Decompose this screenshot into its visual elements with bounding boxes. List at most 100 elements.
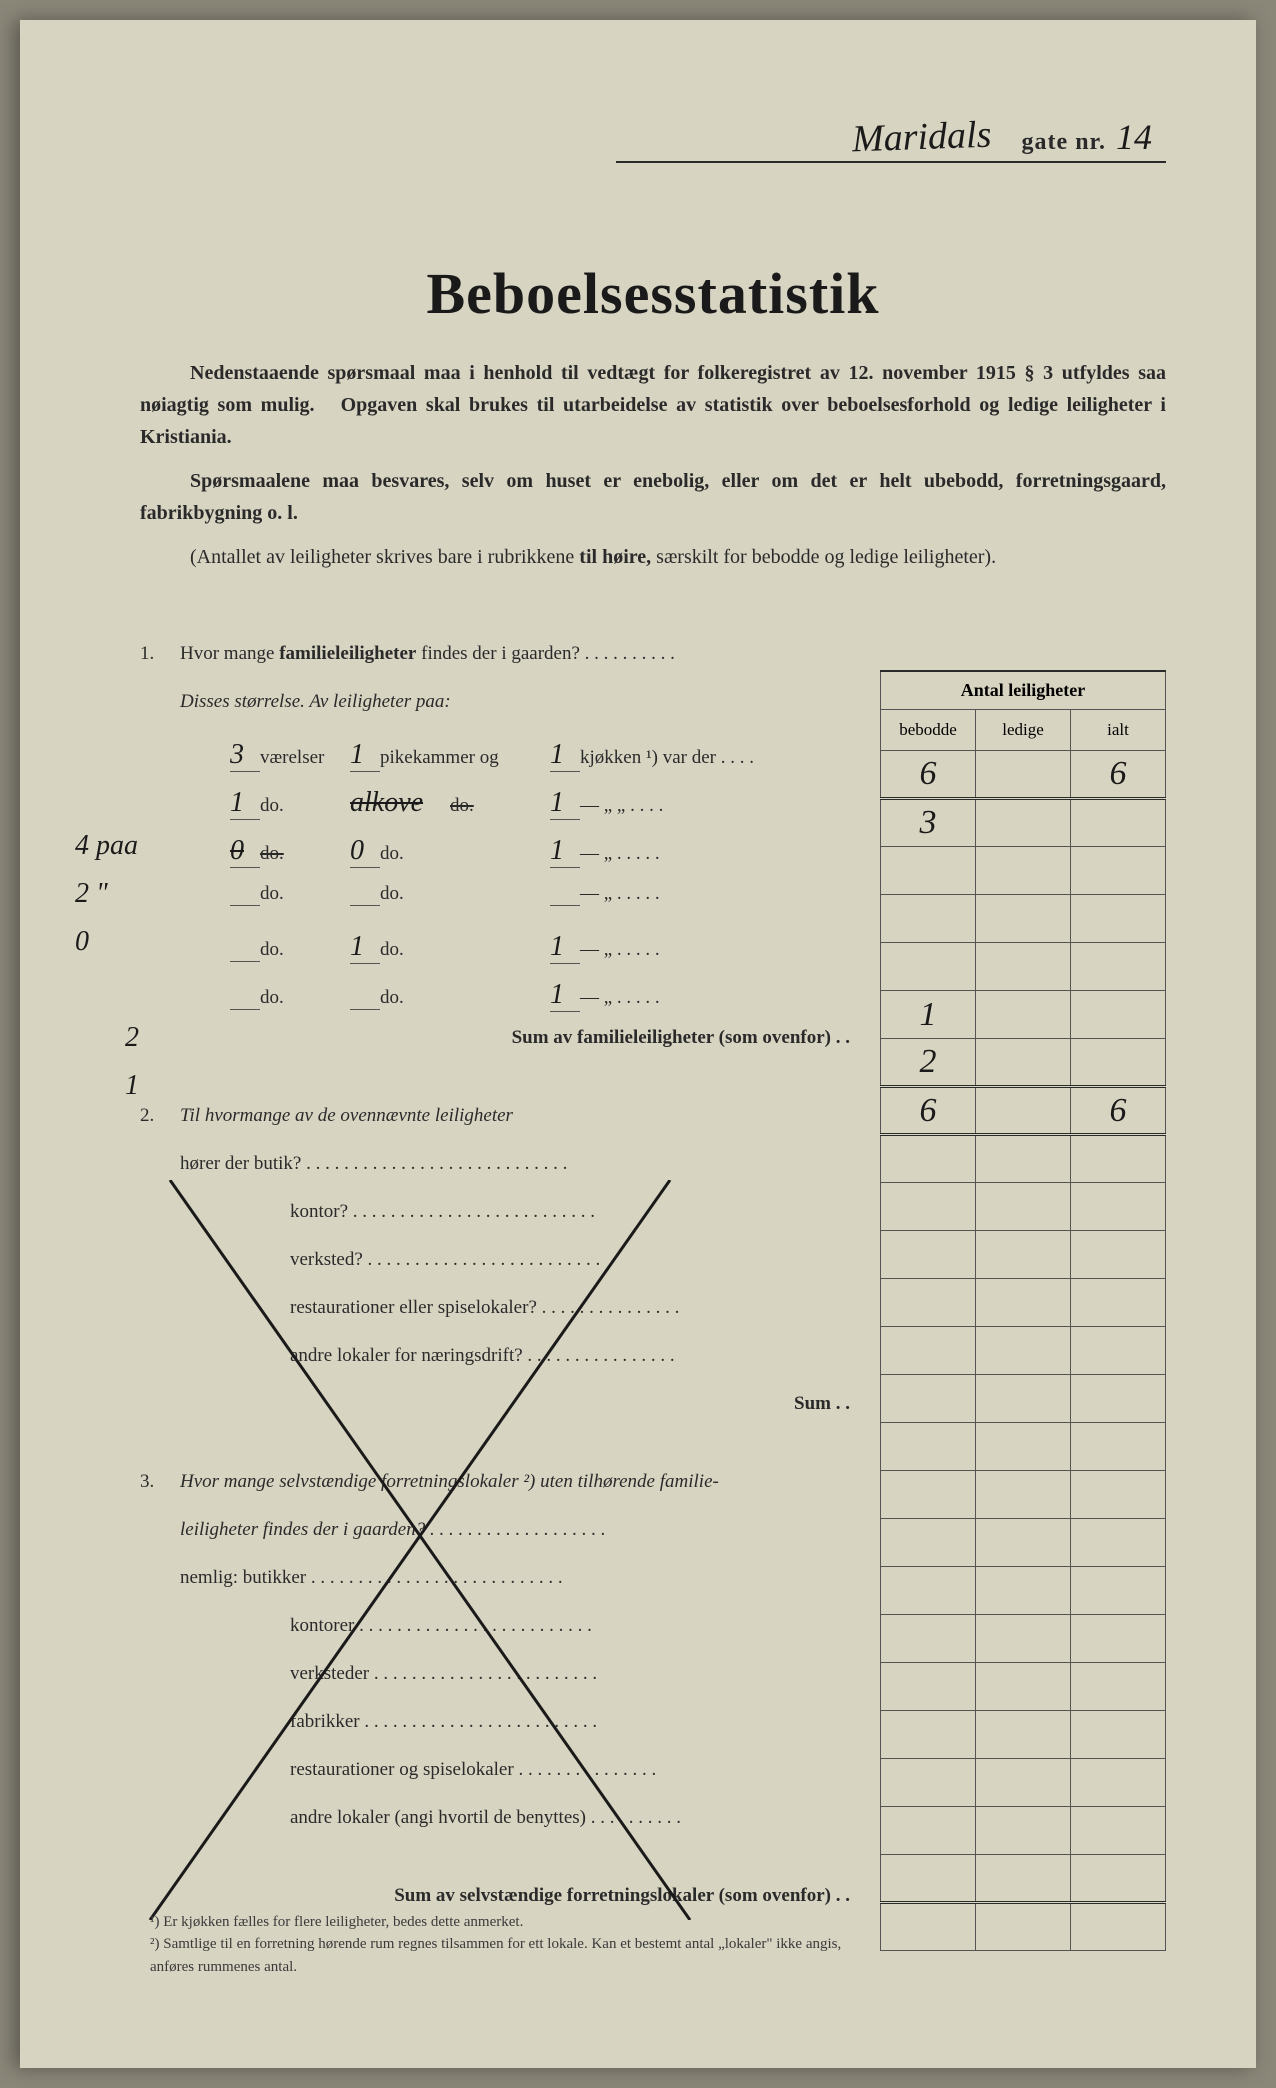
cell xyxy=(881,1519,976,1567)
footnotes: ¹) Er kjøkken fælles for flere leilighet… xyxy=(150,1911,850,1979)
q3: 3. Hvor mange selvstændige forretningslo… xyxy=(140,1471,860,1519)
cell xyxy=(881,1279,976,1327)
cell xyxy=(881,1567,976,1615)
cell xyxy=(881,1327,976,1375)
cell xyxy=(976,1423,1071,1471)
cell xyxy=(976,1519,1071,1567)
margin-note: 2 " xyxy=(75,878,108,910)
q3-line: nemlig: butikker . . . . . . . . . . . .… xyxy=(140,1567,860,1615)
cell xyxy=(1071,1471,1166,1519)
col-ledige: ledige xyxy=(976,710,1071,751)
cell xyxy=(1071,991,1166,1039)
cell xyxy=(976,1183,1071,1231)
cell: 6 xyxy=(1071,1087,1166,1135)
q3-line: andre lokaler (angi hvortil de benyttes)… xyxy=(140,1807,860,1855)
intro-p3: (Antallet av leiligheter skrives bare i … xyxy=(140,541,1166,573)
cell xyxy=(1071,1423,1166,1471)
cell xyxy=(976,1375,1071,1423)
cell xyxy=(881,1183,976,1231)
tally-header: Antal leiligheter xyxy=(881,671,1166,710)
cell xyxy=(1071,1375,1166,1423)
cell xyxy=(976,1807,1071,1855)
q3-line: verksteder . . . . . . . . . . . . . . .… xyxy=(140,1663,860,1711)
cell xyxy=(1071,1279,1166,1327)
cell xyxy=(976,1663,1071,1711)
q1-line: do. do. 1 — „ . . . . . xyxy=(140,979,860,1027)
cell xyxy=(881,1759,976,1807)
cell xyxy=(976,1567,1071,1615)
cell xyxy=(976,1327,1071,1375)
intro-p2-text: Spørsmaalene maa besvares, selv om huset… xyxy=(140,470,1166,524)
cell xyxy=(1071,1039,1166,1087)
q1-line: do. 1 do. 1 — „ . . . . . xyxy=(140,931,860,979)
cell xyxy=(1071,1231,1166,1279)
cell xyxy=(976,799,1071,847)
q1-line: do. do. — „ . . . . . xyxy=(140,883,860,931)
cell xyxy=(976,943,1071,991)
q2-line: verksted? . . . . . . . . . . . . . . . … xyxy=(140,1249,860,1297)
cell xyxy=(976,1471,1071,1519)
street-name: Maridals xyxy=(851,113,992,162)
cell: 6 xyxy=(881,751,976,799)
q1: 1. Hvor mange familieleiligheter findes … xyxy=(140,643,860,691)
cell xyxy=(1071,1327,1166,1375)
cell xyxy=(976,1855,1071,1903)
cell xyxy=(881,895,976,943)
intro-p3c: særskilt for bebodde og ledige leilighet… xyxy=(656,546,996,568)
cell xyxy=(1071,1807,1166,1855)
cell xyxy=(1071,1519,1166,1567)
cell xyxy=(1071,1759,1166,1807)
cell xyxy=(1071,895,1166,943)
cell xyxy=(1071,1135,1166,1183)
cell: 6 xyxy=(1071,751,1166,799)
cell xyxy=(1071,1615,1166,1663)
margin-note: 0 xyxy=(75,926,89,958)
q3-text: Hvor mange selvstændige forretningslokal… xyxy=(180,1471,860,1493)
footnote-1: ¹) Er kjøkken fælles for flere leilighet… xyxy=(150,1911,850,1934)
q1-sub: Disses størrelse. Av leiligheter paa: xyxy=(140,691,860,739)
header-address-line: Maridals gate nr. 14 xyxy=(616,115,1166,163)
q3-line: fabrikker . . . . . . . . . . . . . . . … xyxy=(140,1711,860,1759)
cell xyxy=(976,1087,1071,1135)
cell xyxy=(1071,1903,1166,1951)
cell xyxy=(976,751,1071,799)
q1-num: 1. xyxy=(140,643,180,665)
cell xyxy=(1071,1183,1166,1231)
cell xyxy=(976,1039,1071,1087)
cell xyxy=(881,1711,976,1759)
intro-p3b: til høire, xyxy=(579,546,651,568)
cell xyxy=(881,943,976,991)
cell xyxy=(881,1663,976,1711)
cell xyxy=(881,1855,976,1903)
cell xyxy=(976,847,1071,895)
margin-note: 1 xyxy=(125,1070,139,1102)
cell xyxy=(1071,1711,1166,1759)
cell xyxy=(1071,847,1166,895)
margin-note: 2 xyxy=(125,1022,139,1054)
cell xyxy=(1071,799,1166,847)
q1-text: Hvor mange familieleiligheter findes der… xyxy=(180,643,860,665)
q3-text2: leiligheter findes der i gaarden? . . . … xyxy=(140,1519,860,1567)
cell xyxy=(976,1615,1071,1663)
cell: 3 xyxy=(881,799,976,847)
questions-area: 1. Hvor mange familieleiligheter findes … xyxy=(140,643,860,1933)
cell xyxy=(881,1375,976,1423)
cell xyxy=(881,1135,976,1183)
cell xyxy=(1071,943,1166,991)
cell xyxy=(881,1471,976,1519)
document-page: Maridals gate nr. 14 Beboelsesstatistik … xyxy=(20,20,1256,2068)
cell: 6 xyxy=(881,1087,976,1135)
cell xyxy=(881,1807,976,1855)
margin-note: 4 paa xyxy=(75,830,138,862)
q1-line: 3 værelser 1 pikekammer og 1 kjøkken ¹) … xyxy=(140,739,860,787)
q2-line: restaurationer eller spiselokaler? . . .… xyxy=(140,1297,860,1345)
cell xyxy=(976,1231,1071,1279)
footnote-2: ²) Samtlige til en forretning hørende ru… xyxy=(150,1933,850,1978)
q3-line: kontorer . . . . . . . . . . . . . . . .… xyxy=(140,1615,860,1663)
q1-line: 1 do. alkove do. 1 — „ „ . . . . xyxy=(140,787,860,835)
q3-num: 3. xyxy=(140,1471,180,1493)
cell xyxy=(1071,1855,1166,1903)
q2-num: 2. xyxy=(140,1105,180,1127)
gate-nr-value: 14 xyxy=(1116,116,1166,158)
q2-line: andre lokaler for næringsdrift? . . . . … xyxy=(140,1345,860,1393)
